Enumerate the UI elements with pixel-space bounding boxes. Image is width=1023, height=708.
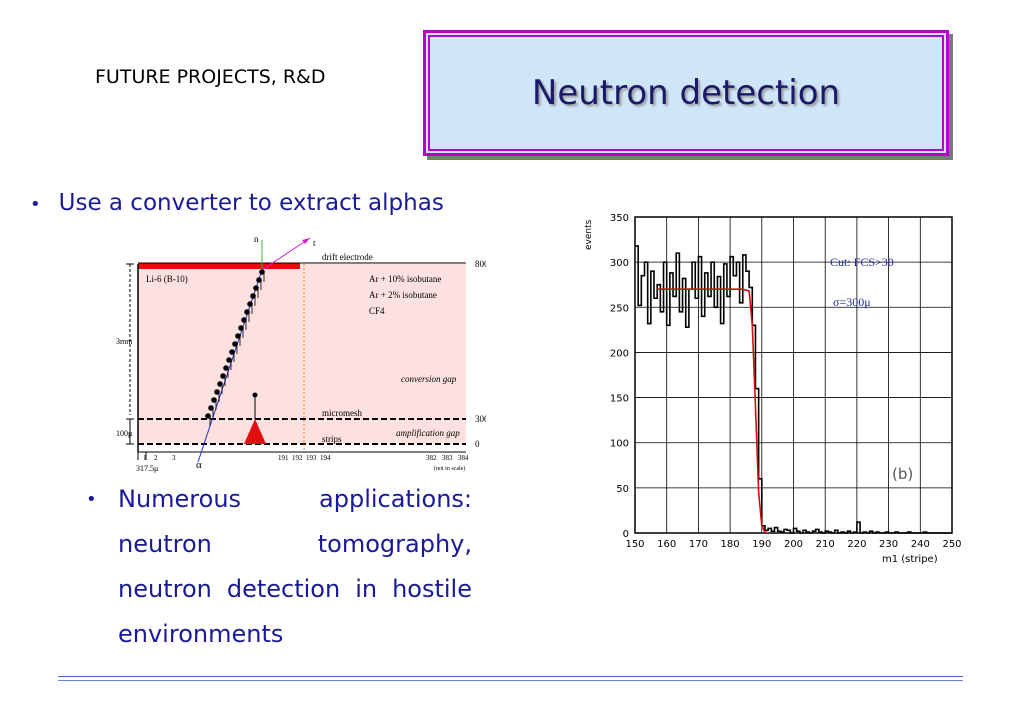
x-tick-label: 230 [879, 539, 898, 550]
triton-track [261, 237, 311, 271]
title-box: Neutron detection [423, 30, 949, 156]
x-tick-label: 160 [657, 539, 676, 550]
panel-label: (b) [892, 465, 913, 483]
chart-annotation: Cut: FCS>30 [830, 255, 894, 269]
strip-number: 193 [306, 454, 317, 462]
y-tick-label: 100 [610, 439, 629, 450]
section-label: FUTURE PROJECTS, R&D [95, 66, 326, 88]
y-tick-label: 300 [610, 258, 629, 269]
y-tick-label: 150 [610, 394, 629, 405]
neutron-label: n [254, 234, 259, 244]
dimension-100-label: 100μ [116, 429, 132, 438]
bullet-item: • Use a converter to extract alphas [30, 190, 444, 216]
strip-number: 191 [278, 454, 289, 462]
avalanche [244, 419, 266, 444]
alpha-label: α [196, 459, 202, 471]
not-in-scale-label: (not in scale) [434, 465, 465, 472]
micromesh-label: micromesh [322, 408, 362, 418]
converter-label: Li-6 (B-10) [146, 274, 188, 284]
strip-number: 383 [442, 454, 453, 462]
footer-divider [58, 676, 963, 677]
strip-number: 1 [143, 454, 147, 462]
x-tick-label: 180 [721, 539, 740, 550]
voltage-800-label: 800V [475, 259, 486, 269]
y-tick-label: 200 [610, 348, 629, 359]
x-axis-label: m1 (stripe) [882, 554, 938, 565]
x-tick-label: 190 [752, 539, 771, 550]
footer-divider [58, 680, 963, 681]
strips-label: strips [322, 434, 342, 444]
histogram-series [635, 245, 952, 534]
strip-number: 384 [458, 454, 469, 462]
bullet-text: Numerous applications: neutron tomograph… [118, 485, 472, 648]
histogram-chart: 150 160 170 180 190 200 210 220 230 240 250 0 50 100 1… [584, 213, 962, 565]
detector-diagram: n t α drift electrode Li-6 (B-10) Ar + 1… [116, 234, 486, 473]
gas-1-label: Ar + 10% isobutane [369, 274, 441, 284]
voltage-0-label: 0 [475, 439, 480, 449]
strip-number: 3 [172, 454, 176, 462]
gas-3-label: CF4 [369, 306, 385, 316]
y-tick-label: 350 [610, 213, 629, 224]
x-tick-label: 200 [784, 539, 803, 550]
y-axis-label: events [584, 219, 594, 250]
strip-number: 2 [154, 454, 158, 462]
bullet-item: • Numerous applications: neutron tomogra… [86, 477, 472, 657]
amplification-gap-label: amplification gap [396, 428, 460, 438]
strip-number: 382 [426, 454, 437, 462]
x-tick-label: 150 [625, 539, 644, 550]
y-tick-label: 50 [616, 484, 629, 495]
bullet-dot: • [30, 194, 41, 215]
triton-label: t [313, 238, 316, 248]
slide-title: Neutron detection [531, 73, 841, 113]
bullet-dot: • [86, 489, 97, 510]
bullet-text: Use a converter to extract alphas [58, 190, 444, 216]
gas-volume [138, 264, 466, 444]
strip-number: 192 [292, 454, 303, 462]
x-tick-label: 250 [942, 539, 961, 550]
chart-annotation: σ=300μ [833, 295, 871, 309]
x-tick-label: 210 [816, 539, 835, 550]
fit-curve [657, 288, 769, 534]
drift-electrode-label: drift electrode [322, 252, 373, 262]
strip-number: 194 [320, 454, 331, 462]
x-tick-label: 220 [847, 539, 866, 550]
voltage-300-label: 300V [475, 414, 486, 424]
dimension-317-label: 317.5μ [136, 464, 158, 473]
ionization-electrons [205, 269, 265, 426]
y-tick-label: 250 [610, 303, 629, 314]
conversion-gap-label: conversion gap [401, 374, 457, 384]
converter-layer [138, 263, 300, 269]
y-tick-label: 0 [623, 529, 629, 540]
gas-2-label: Ar + 2% isobutane [369, 290, 437, 300]
x-tick-label: 170 [689, 539, 708, 550]
x-tick-label: 240 [911, 539, 930, 550]
dimension-3mm-label: 3mm [116, 337, 133, 346]
